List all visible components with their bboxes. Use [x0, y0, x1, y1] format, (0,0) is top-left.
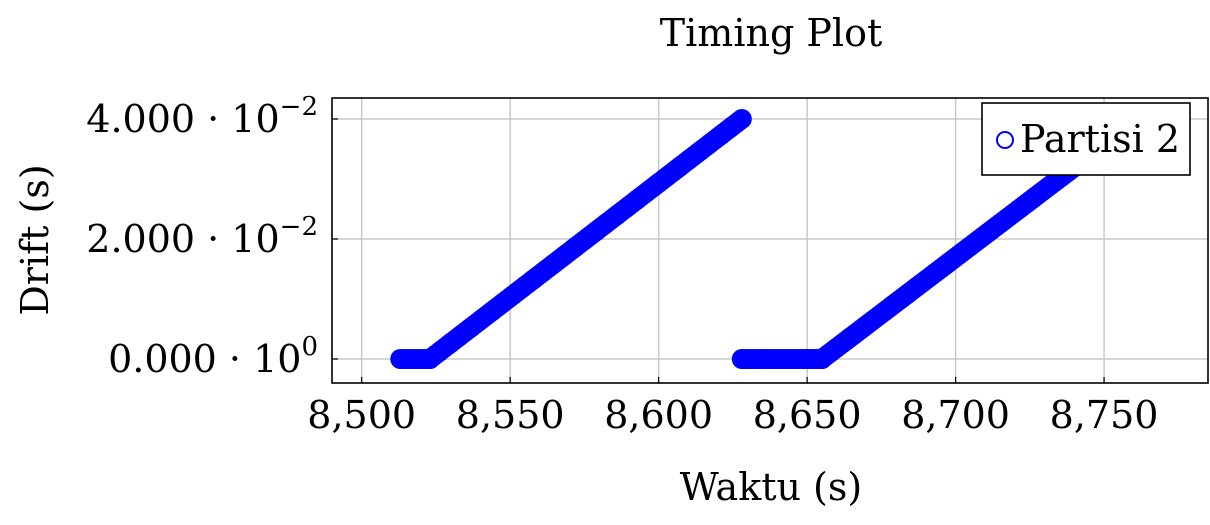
data-point: [731, 109, 752, 129]
legend-label: Partisi 2: [1020, 117, 1180, 161]
x-axis-label: Waktu (s): [680, 465, 862, 509]
x-axis-ticks: 8,500 8,550 8,600 8,650 8,700 8,750: [307, 377, 1158, 437]
y-tick-label: 0.000 · 100: [108, 332, 318, 381]
x-tick-label: 8,750: [1050, 393, 1159, 437]
x-tick-label: 8,650: [753, 393, 862, 437]
x-tick-label: 8,700: [901, 393, 1010, 437]
y-axis-ticks: 0.000 · 100 2.000 · 10−2 4.000 · 10−2: [86, 92, 338, 381]
chart-title: Timing Plot: [660, 11, 882, 55]
y-tick-label: 4.000 · 10−2: [86, 92, 318, 141]
legend-marker-icon: [996, 131, 1014, 149]
x-tick-label: 8,500: [307, 393, 416, 437]
plot-frame: [331, 97, 1209, 384]
y-axis-label: Drift (s): [13, 164, 57, 315]
data-points: [390, 109, 1085, 369]
legend-box: [981, 102, 1191, 176]
legend: Partisi 2: [981, 102, 1191, 176]
x-tick-label: 8,550: [456, 393, 565, 437]
y-tick-label: 2.000 · 10−2: [86, 212, 318, 261]
x-tick-label: 8,600: [604, 393, 713, 437]
